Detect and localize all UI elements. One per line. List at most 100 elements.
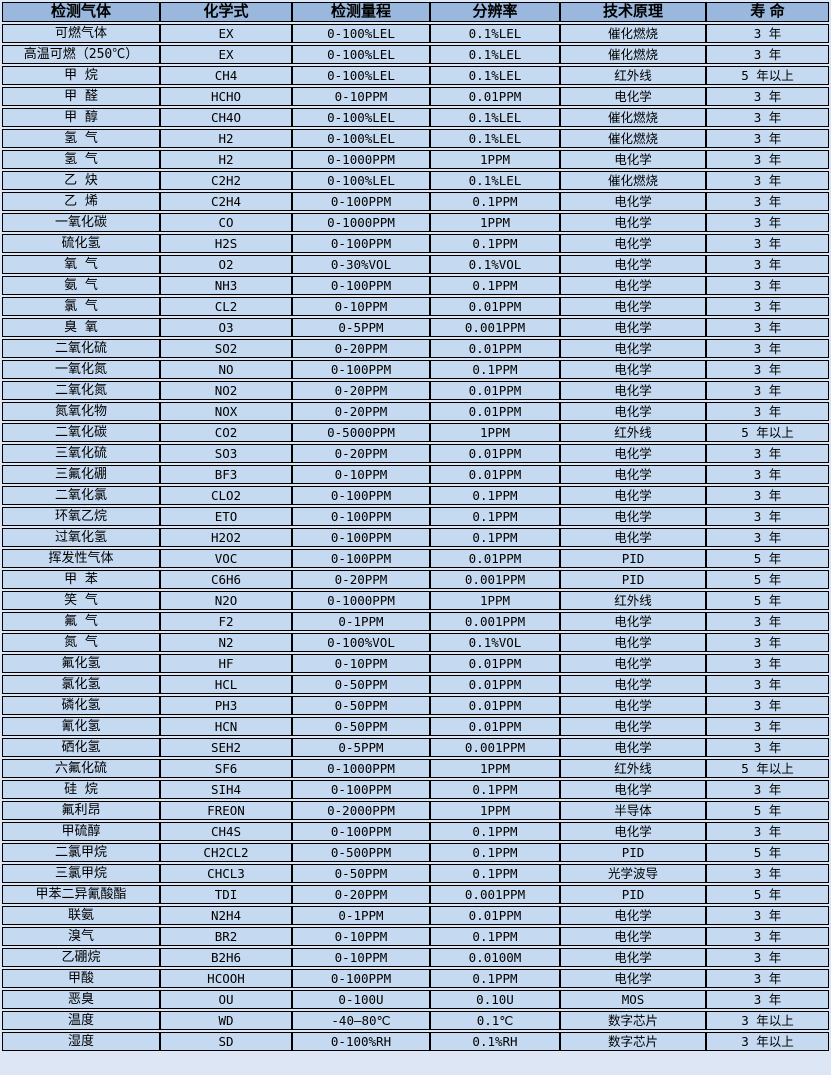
cell-range: 0-100PPM [292,234,430,253]
cell-lifespan: 3 年 [706,633,829,652]
cell-formula: BF3 [160,465,292,484]
cell-formula: SIH4 [160,780,292,799]
cell-principle: 红外线 [560,591,706,610]
cell-resolution: 0.1%LEL [430,171,560,190]
cell-formula: F2 [160,612,292,631]
cell-range: 0-30%VOL [292,255,430,274]
table-row: 三氯甲烷 CHCL3 0-50PPM 0.1PPM 光学波导 3 年 [2,864,829,883]
cell-resolution: 0.01PPM [430,696,560,715]
table-row: 可燃气体 EX 0-100%LEL 0.1%LEL 催化燃烧 3 年 [2,24,829,43]
cell-gas: 湿度 [2,1032,160,1051]
cell-formula: CH4 [160,66,292,85]
cell-lifespan: 3 年以上 [706,1032,829,1051]
table-row: 一氧化碳 CO 0-1000PPM 1PPM 电化学 3 年 [2,213,829,232]
cell-formula: TDI [160,885,292,904]
cell-range: 0-100U [292,990,430,1009]
cell-principle: 数字芯片 [560,1032,706,1051]
table-row: 甲 烷 CH4 0-100%LEL 0.1%LEL 红外线 5 年以上 [2,66,829,85]
cell-resolution: 0.1PPM [430,360,560,379]
cell-range: 0-100PPM [292,276,430,295]
cell-range: 0-50PPM [292,696,430,715]
table-row: 氢 气 H2 0-100%LEL 0.1%LEL 催化燃烧 3 年 [2,129,829,148]
cell-range: 0-100%LEL [292,108,430,127]
cell-lifespan: 3 年 [706,948,829,967]
cell-resolution: 0.1PPM [430,192,560,211]
cell-principle: 电化学 [560,339,706,358]
table-row: 乙 炔 C2H2 0-100%LEL 0.1%LEL 催化燃烧 3 年 [2,171,829,190]
cell-gas: 硒化氢 [2,738,160,757]
table-row: 二氧化硫 SO2 0-20PPM 0.01PPM 电化学 3 年 [2,339,829,358]
cell-formula: NO2 [160,381,292,400]
cell-lifespan: 3 年 [706,444,829,463]
cell-range: 0-20PPM [292,570,430,589]
cell-resolution: 0.1%LEL [430,66,560,85]
table-row: 二氧化氮 NO2 0-20PPM 0.01PPM 电化学 3 年 [2,381,829,400]
cell-principle: 催化燃烧 [560,24,706,43]
cell-gas: 甲苯二异氰酸酯 [2,885,160,904]
table-row: 三氟化硼 BF3 0-10PPM 0.01PPM 电化学 3 年 [2,465,829,484]
cell-resolution: 0.1%VOL [430,633,560,652]
cell-resolution: 1PPM [430,150,560,169]
cell-principle: 电化学 [560,150,706,169]
table-row: 温度 WD -40—80℃ 0.1℃ 数字芯片 3 年以上 [2,1011,829,1030]
cell-resolution: 0.1%LEL [430,24,560,43]
cell-principle: 电化学 [560,297,706,316]
cell-gas: 溴气 [2,927,160,946]
table-row: 甲酸 HCOOH 0-100PPM 0.1PPM 电化学 3 年 [2,969,829,988]
cell-principle: 催化燃烧 [560,129,706,148]
cell-gas: 一氧化碳 [2,213,160,232]
cell-range: 0-100PPM [292,780,430,799]
table-row: 磷化氢 PH3 0-50PPM 0.01PPM 电化学 3 年 [2,696,829,715]
cell-range: 0-20PPM [292,402,430,421]
cell-gas: 联氨 [2,906,160,925]
cell-gas: 二氧化氯 [2,486,160,505]
cell-principle: 电化学 [560,234,706,253]
cell-principle: 半导体 [560,801,706,820]
cell-principle: 红外线 [560,66,706,85]
cell-gas: 硅 烷 [2,780,160,799]
cell-formula: C6H6 [160,570,292,589]
cell-gas: 氧 气 [2,255,160,274]
cell-lifespan: 3 年 [706,192,829,211]
cell-formula: NH3 [160,276,292,295]
cell-formula: HCOOH [160,969,292,988]
cell-lifespan: 3 年 [706,906,829,925]
cell-principle: 红外线 [560,423,706,442]
cell-resolution: 1PPM [430,213,560,232]
header-row: 检测气体 化学式 检测量程 分辨率 技术原理 寿 命 [2,2,829,22]
cell-formula: CH2CL2 [160,843,292,862]
table-row: 氢 气 H2 0-1000PPM 1PPM 电化学 3 年 [2,150,829,169]
cell-formula: HF [160,654,292,673]
cell-range: 0-500PPM [292,843,430,862]
cell-resolution: 0.1PPM [430,486,560,505]
table-row: 氮 气 N2 0-100%VOL 0.1%VOL 电化学 3 年 [2,633,829,652]
cell-resolution: 0.01PPM [430,339,560,358]
table-row: 高温可燃（250℃） EX 0-100%LEL 0.1%LEL 催化燃烧 3 年 [2,45,829,64]
cell-gas: 氮 气 [2,633,160,652]
cell-resolution: 0.1%LEL [430,45,560,64]
cell-range: 0-1PPM [292,612,430,631]
cell-principle: 电化学 [560,906,706,925]
cell-lifespan: 5 年 [706,801,829,820]
cell-gas: 温度 [2,1011,160,1030]
column-header-resolution: 分辨率 [430,2,560,22]
table-row: 二氧化碳 CO2 0-5000PPM 1PPM 红外线 5 年以上 [2,423,829,442]
cell-resolution: 0.01PPM [430,87,560,106]
cell-resolution: 0.001PPM [430,885,560,904]
cell-principle: 电化学 [560,318,706,337]
cell-range: 0-100%VOL [292,633,430,652]
table-row: 过氧化氢 H2O2 0-100PPM 0.1PPM 电化学 3 年 [2,528,829,547]
cell-principle: 电化学 [560,528,706,547]
cell-lifespan: 3 年 [706,255,829,274]
cell-range: 0-100PPM [292,360,430,379]
cell-resolution: 0.1PPM [430,864,560,883]
table-row: 溴气 BR2 0-10PPM 0.1PPM 电化学 3 年 [2,927,829,946]
cell-principle: 电化学 [560,213,706,232]
cell-formula: SF6 [160,759,292,778]
cell-principle: PID [560,885,706,904]
cell-principle: 电化学 [560,381,706,400]
cell-gas: 笑 气 [2,591,160,610]
cell-principle: 电化学 [560,780,706,799]
cell-lifespan: 3 年 [706,927,829,946]
cell-resolution: 0.01PPM [430,654,560,673]
